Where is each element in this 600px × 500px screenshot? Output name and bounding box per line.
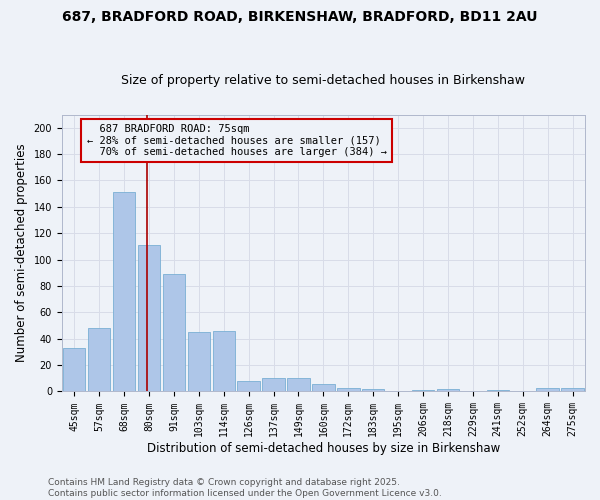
- Bar: [362, 389, 385, 392]
- Bar: [337, 388, 359, 392]
- Bar: [63, 348, 85, 392]
- Bar: [536, 388, 559, 392]
- Bar: [437, 389, 459, 392]
- Y-axis label: Number of semi-detached properties: Number of semi-detached properties: [15, 144, 28, 362]
- Bar: [312, 384, 335, 392]
- Text: 687, BRADFORD ROAD, BIRKENSHAW, BRADFORD, BD11 2AU: 687, BRADFORD ROAD, BIRKENSHAW, BRADFORD…: [62, 10, 538, 24]
- Bar: [163, 274, 185, 392]
- Text: 687 BRADFORD ROAD: 75sqm
← 28% of semi-detached houses are smaller (157)
  70% o: 687 BRADFORD ROAD: 75sqm ← 28% of semi-d…: [86, 124, 386, 157]
- Bar: [188, 332, 210, 392]
- Bar: [88, 328, 110, 392]
- Bar: [113, 192, 135, 392]
- Bar: [138, 245, 160, 392]
- Bar: [287, 378, 310, 392]
- X-axis label: Distribution of semi-detached houses by size in Birkenshaw: Distribution of semi-detached houses by …: [147, 442, 500, 455]
- Bar: [412, 390, 434, 392]
- Bar: [262, 378, 285, 392]
- Title: Size of property relative to semi-detached houses in Birkenshaw: Size of property relative to semi-detach…: [121, 74, 526, 87]
- Bar: [212, 331, 235, 392]
- Text: Contains HM Land Registry data © Crown copyright and database right 2025.
Contai: Contains HM Land Registry data © Crown c…: [48, 478, 442, 498]
- Bar: [487, 390, 509, 392]
- Bar: [562, 388, 584, 392]
- Bar: [238, 381, 260, 392]
